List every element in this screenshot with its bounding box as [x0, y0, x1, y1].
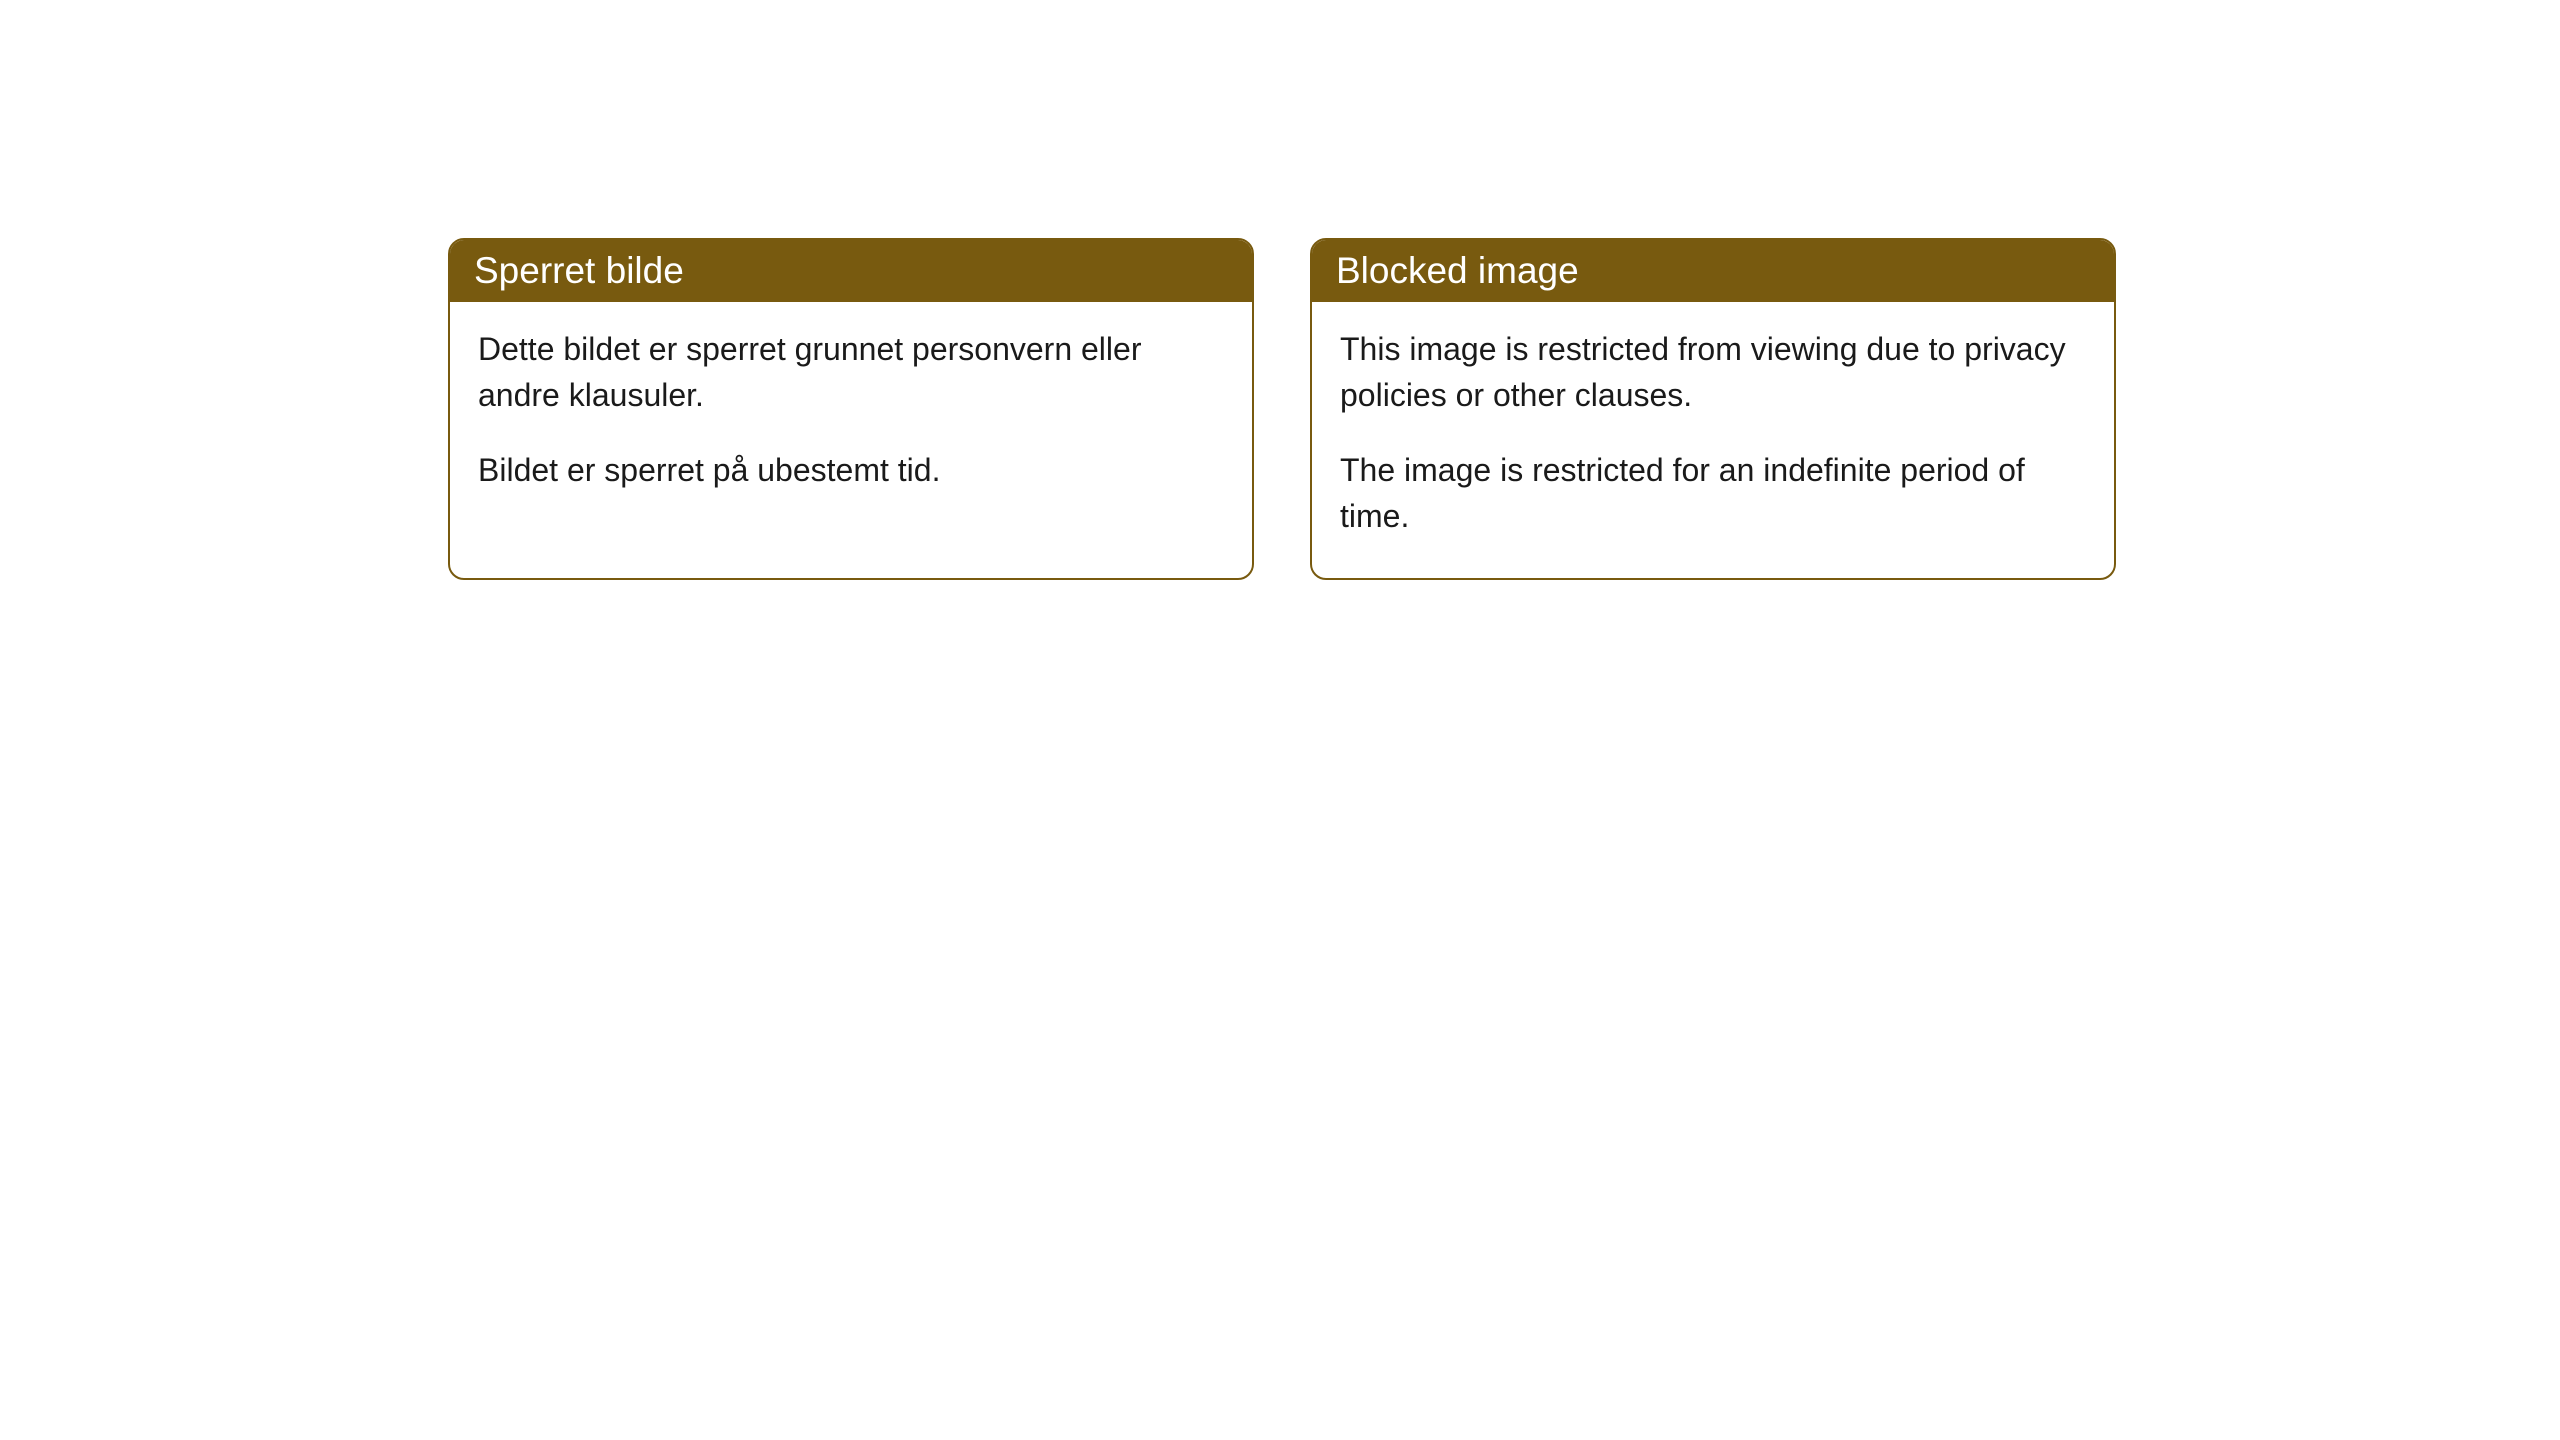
notice-paragraph: The image is restricted for an indefinit…: [1340, 447, 2086, 540]
card-body-english: This image is restricted from viewing du…: [1312, 302, 2114, 578]
notice-card-english: Blocked image This image is restricted f…: [1310, 238, 2116, 580]
card-header-english: Blocked image: [1312, 240, 2114, 302]
notice-card-norwegian: Sperret bilde Dette bildet er sperret gr…: [448, 238, 1254, 580]
card-header-norwegian: Sperret bilde: [450, 240, 1252, 302]
card-body-norwegian: Dette bildet er sperret grunnet personve…: [450, 302, 1252, 531]
notice-paragraph: Dette bildet er sperret grunnet personve…: [478, 326, 1224, 419]
notice-cards-container: Sperret bilde Dette bildet er sperret gr…: [448, 238, 2116, 580]
notice-paragraph: Bildet er sperret på ubestemt tid.: [478, 447, 1224, 493]
notice-paragraph: This image is restricted from viewing du…: [1340, 326, 2086, 419]
